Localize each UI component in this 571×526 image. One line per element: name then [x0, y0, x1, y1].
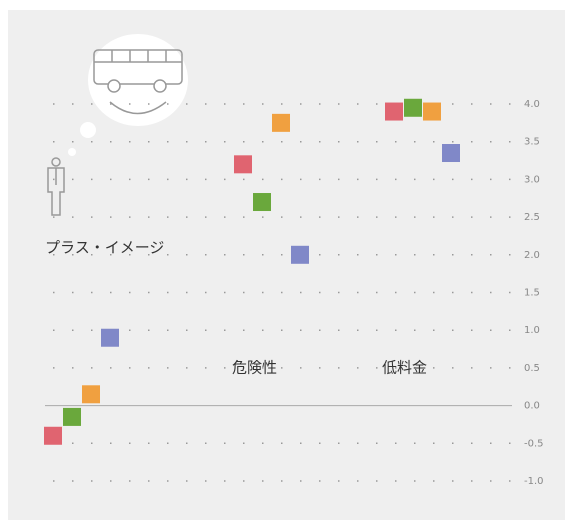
- category-label: 危険性: [232, 359, 277, 377]
- category-label: 低料金: [382, 359, 427, 377]
- point: [385, 102, 403, 121]
- y-tick-label: 0.5: [524, 363, 540, 374]
- y-tick-label: 3.5: [524, 137, 540, 148]
- point: [234, 155, 252, 174]
- y-tick-label: -1.0: [524, 476, 544, 487]
- point: [82, 385, 100, 404]
- y-tick-label: 3.0: [524, 174, 540, 185]
- point: [253, 193, 271, 212]
- point: [291, 245, 309, 264]
- point: [101, 328, 119, 347]
- point: [404, 98, 422, 117]
- y-tick-label: -0.5: [524, 438, 544, 449]
- y-tick-label: 4.0: [524, 99, 540, 110]
- y-tick-label: 1.5: [524, 288, 540, 299]
- y-tick-label: 1.0: [524, 325, 540, 336]
- y-tick-label: 2.5: [524, 212, 540, 223]
- illustration: [47, 34, 188, 216]
- y-tick-label: 2.0: [524, 250, 540, 261]
- y-tick-label: 0.0: [524, 401, 540, 412]
- point: [272, 113, 290, 132]
- point: [44, 426, 62, 445]
- point: [63, 407, 81, 426]
- category-label: プラス・イメージ: [45, 239, 164, 257]
- point: [423, 102, 441, 121]
- point: [442, 144, 460, 163]
